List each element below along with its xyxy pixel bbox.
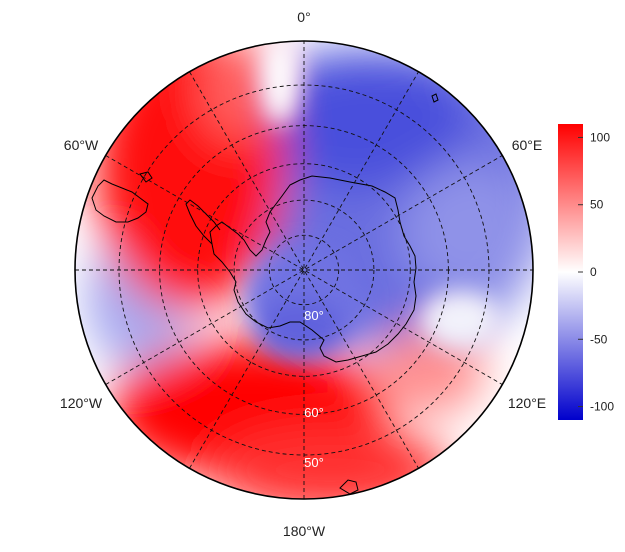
lon-label-180w: 180°W bbox=[283, 523, 326, 539]
lat-label-80: 80° bbox=[304, 308, 324, 323]
graticule bbox=[75, 41, 533, 499]
graticule-lat-circle bbox=[197, 163, 411, 377]
longitude-labels: 0° 60°E 120°E 180°W 120°W 60°W bbox=[60, 9, 546, 539]
colorbar-tick-label: 100 bbox=[590, 130, 610, 144]
colorbar: 100 50 0 -50 -100 bbox=[558, 124, 614, 420]
map-frame bbox=[74, 40, 534, 500]
colorbar-ticks: 100 50 0 -50 -100 bbox=[578, 130, 614, 414]
coastlines bbox=[91, 93, 439, 495]
lat-label-50: 50° bbox=[304, 455, 324, 470]
graticule-meridian bbox=[189, 71, 419, 469]
falklands bbox=[139, 171, 153, 183]
graticule-meridian bbox=[105, 155, 503, 385]
antarctic-peninsula bbox=[185, 199, 221, 245]
colorbar-tick-label: 50 bbox=[590, 198, 604, 212]
south-america-tip bbox=[91, 179, 149, 223]
colorbar-tick-label: -50 bbox=[590, 332, 608, 346]
new-zealand-south bbox=[339, 479, 359, 495]
colorbar-tick-label: -100 bbox=[590, 400, 614, 414]
lat-label-60: 60° bbox=[304, 405, 324, 420]
lon-label-120e: 120°E bbox=[508, 395, 546, 411]
graticule-meridian bbox=[105, 155, 503, 385]
lon-label-60e: 60°E bbox=[512, 137, 543, 153]
australia-southwest bbox=[431, 93, 439, 103]
graticule-meridian bbox=[189, 71, 419, 469]
lon-label-120w: 120°W bbox=[60, 395, 103, 411]
colorbar-tick-label: 0 bbox=[590, 265, 597, 279]
graticule-lat-circle bbox=[233, 199, 375, 341]
antarctica-coastline bbox=[209, 175, 417, 363]
lon-label-0: 0° bbox=[297, 9, 310, 25]
latitude-labels: 80° 60° 50° bbox=[304, 308, 324, 470]
lon-label-60w: 60°W bbox=[64, 137, 99, 153]
graticule-lat-circle bbox=[268, 234, 340, 306]
